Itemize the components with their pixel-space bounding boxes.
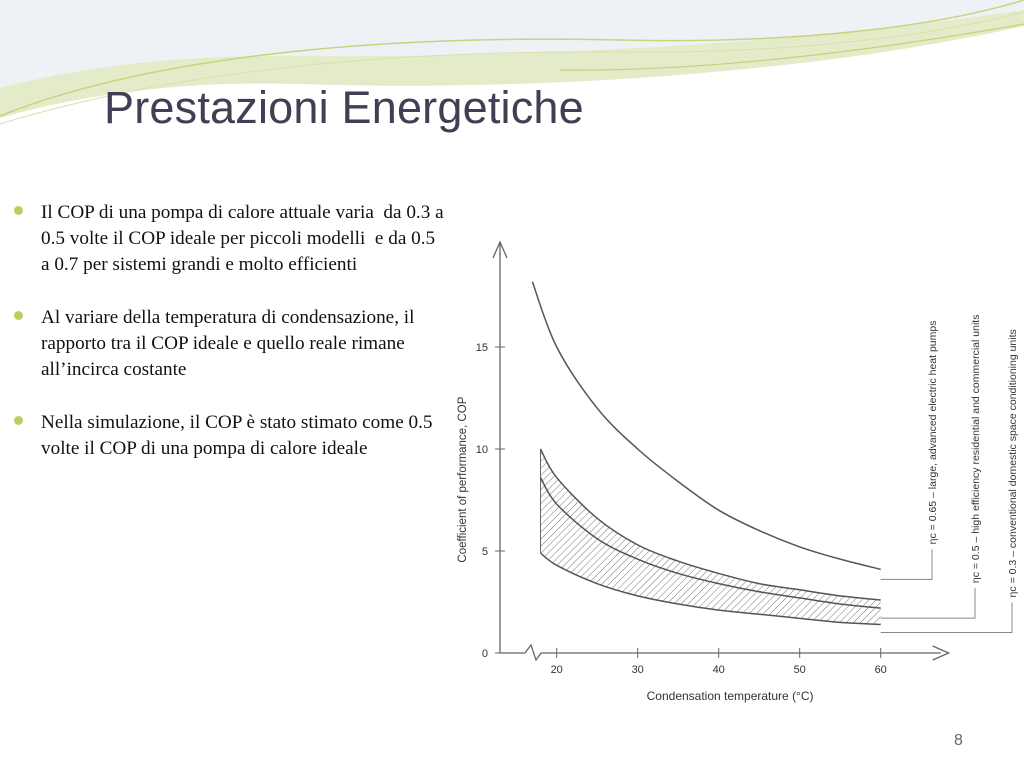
bullet-text: Al variare della temperatura di condensa… xyxy=(41,307,420,380)
shaded-band xyxy=(540,449,881,625)
y-axis-label: Coefficient of performance, COP xyxy=(457,396,469,562)
page-number: 8 xyxy=(954,732,963,749)
leader-line xyxy=(880,588,976,619)
bullet-text: Nella simulazione, il COP è stato stimat… xyxy=(41,412,438,459)
x-tick-label: 60 xyxy=(875,664,887,676)
y-tick-label: 10 xyxy=(476,444,488,456)
y-tick-label: 5 xyxy=(482,546,488,558)
series-line-3 xyxy=(540,552,881,626)
bullet-item: Nella simulazione, il COP è stato stimat… xyxy=(14,410,444,462)
bullet-item: Il COP di una pompa di calore attuale va… xyxy=(14,200,444,278)
series-line-4 xyxy=(539,448,881,601)
swoosh-pale xyxy=(0,0,1024,88)
bullet-dot-icon xyxy=(14,206,23,215)
swoosh-line-2 xyxy=(0,11,1024,125)
series-label: ηc = 0.65 – large, advanced electric hea… xyxy=(927,321,939,545)
y-axis-arrow-icon xyxy=(492,240,508,259)
series-label: ηc = 0.3 – conventional domestic space c… xyxy=(1007,329,1019,597)
bullet-dot-icon xyxy=(14,311,23,320)
swoosh-line-1 xyxy=(0,0,1024,117)
leader-line xyxy=(880,549,933,580)
x-tick-label: 40 xyxy=(713,664,725,676)
bullet-dot-icon xyxy=(14,416,23,425)
cop-chart: 0 5 10 15 20 30 40 50 60 Condensation temperature… xyxy=(457,240,1019,703)
x-axis-arrow-icon xyxy=(932,645,951,661)
x-tick-label: 30 xyxy=(632,664,644,676)
x-tick-label: 20 xyxy=(551,664,563,676)
y-tick-label: 15 xyxy=(476,342,488,354)
leader-line xyxy=(880,602,1013,633)
series-line-2 xyxy=(539,477,881,609)
series-line-1 xyxy=(531,281,881,571)
bullet-item: Al variare della temperatura di condensa… xyxy=(14,305,444,383)
y-tick-label: 0 xyxy=(482,648,488,660)
x-axis-label: Condensation temperature (°C) xyxy=(647,689,814,703)
bullet-text: Il COP di una pompa di calore attuale va… xyxy=(41,202,449,275)
slide-title: Prestazioni Energetiche xyxy=(104,82,584,133)
x-tick-label: 50 xyxy=(794,664,806,676)
swoosh-line-3 xyxy=(559,23,1024,71)
x-axis-line xyxy=(500,643,941,662)
bullet-list: Il COP di una pompa di calore attuale va… xyxy=(14,200,444,489)
series-label: ηc = 0.5 – high efficiency residential a… xyxy=(970,315,982,584)
